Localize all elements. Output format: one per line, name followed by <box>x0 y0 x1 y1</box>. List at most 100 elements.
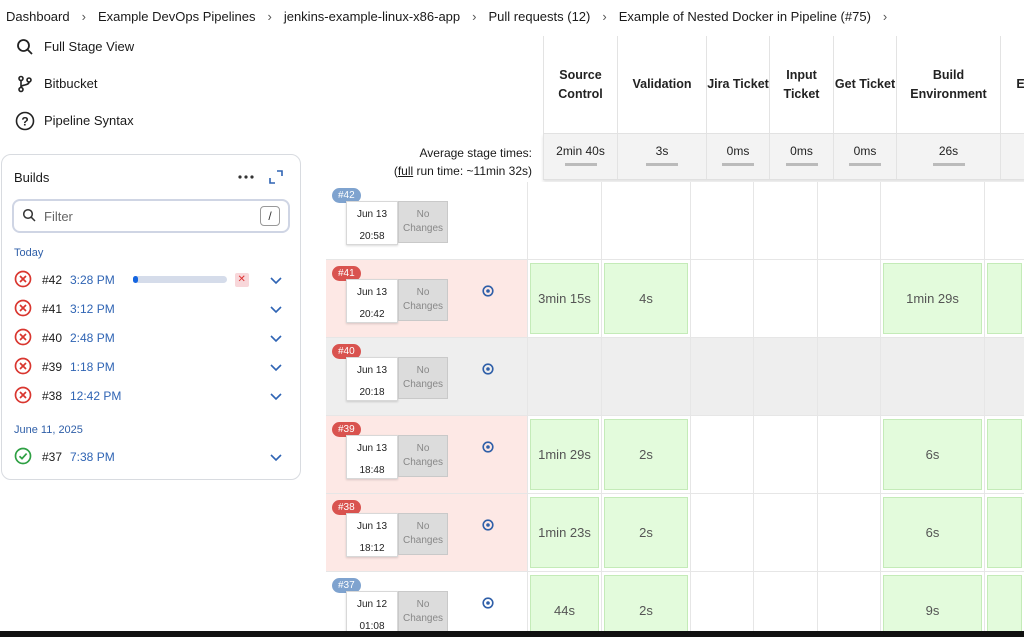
breadcrumb-item[interactable]: jenkins-example-linux-x86-app <box>283 8 461 24</box>
stage-duration[interactable]: 1min 23s <box>530 497 599 568</box>
build-row[interactable]: #41 3:12 PM <box>2 294 300 323</box>
run-date: Jun 12 <box>356 599 388 610</box>
run-details-icon[interactable] <box>482 597 494 609</box>
stop-build-icon[interactable]: ✕ <box>234 272 249 287</box>
stage-column-header: E <box>1000 36 1024 133</box>
stage-duration[interactable]: 2s <box>604 575 688 637</box>
stage-duration[interactable]: 3min 15s <box>530 263 599 334</box>
filter-input[interactable] <box>44 208 260 224</box>
stage-cell <box>984 338 1024 415</box>
stage-average-time: 0ms <box>853 144 877 158</box>
build-time[interactable]: 2:48 PM <box>70 330 115 345</box>
stage-cell[interactable]: 44s <box>527 572 601 637</box>
nav-bitbucket[interactable]: Bitbucket <box>0 65 310 102</box>
stage-duration[interactable]: 2s <box>604 497 688 568</box>
chevron-down-icon[interactable] <box>270 450 284 464</box>
run-label: #40 Jun 13 20:18 No Changes <box>326 338 527 415</box>
stage-cell[interactable]: 1min 29s <box>527 416 601 493</box>
chevron-down-icon[interactable] <box>270 389 284 403</box>
success-icon <box>14 447 34 467</box>
stage-duration[interactable] <box>987 497 1022 568</box>
stage-duration[interactable]: 6s <box>883 419 982 490</box>
build-row[interactable]: #39 1:18 PM <box>2 352 300 381</box>
expand-icon[interactable] <box>264 165 288 189</box>
build-time[interactable]: 12:42 PM <box>70 388 122 403</box>
chevron-down-icon[interactable] <box>270 331 284 345</box>
stage-cell[interactable]: 9s <box>880 572 984 637</box>
run-date-card: Jun 13 20:18 <box>346 357 398 401</box>
stage-column-header: Source Control <box>543 36 617 133</box>
no-changes-box: No Changes <box>398 591 448 633</box>
stage-cell[interactable]: 6s <box>880 416 984 493</box>
breadcrumb-item[interactable]: Example of Nested Docker in Pipeline (#7… <box>618 8 871 24</box>
build-number[interactable]: #39 <box>42 359 63 374</box>
stage-duration[interactable]: 6s <box>883 497 982 568</box>
build-row[interactable]: #38 12:42 PM <box>2 381 300 410</box>
build-row[interactable]: #37 7:38 PM <box>2 442 300 471</box>
stage-cell[interactable]: 1min 29s <box>880 260 984 337</box>
stage-cell[interactable]: 2s <box>601 572 690 637</box>
breadcrumb-item[interactable]: Example DevOps Pipelines <box>97 8 256 24</box>
run-details-icon[interactable] <box>482 285 494 297</box>
stage-duration[interactable] <box>987 263 1022 334</box>
build-number[interactable]: #42 <box>42 272 63 287</box>
stage-cell[interactable]: 2s <box>601 416 690 493</box>
stage-duration[interactable]: 2s <box>604 419 688 490</box>
run-details-icon[interactable] <box>482 519 494 531</box>
stage-duration[interactable]: 1min 29s <box>883 263 982 334</box>
stage-cell[interactable]: 3min 15s <box>527 260 601 337</box>
stage-cell[interactable]: 4s <box>601 260 690 337</box>
build-row[interactable]: #42 3:28 PM ✕ <box>2 265 300 294</box>
stage-duration[interactable]: 9s <box>883 575 982 637</box>
stage-duration[interactable] <box>987 575 1022 637</box>
nav-pipeline-syntax[interactable]: ? Pipeline Syntax <box>0 102 310 139</box>
build-time[interactable]: 7:38 PM <box>70 449 115 464</box>
build-number[interactable]: #37 <box>42 449 63 464</box>
build-row[interactable]: #40 2:48 PM <box>2 323 300 352</box>
breadcrumb-item[interactable]: Dashboard <box>6 8 70 24</box>
build-time[interactable]: 1:18 PM <box>70 359 115 374</box>
run-details-icon[interactable] <box>482 363 494 375</box>
stage-duration[interactable]: 4s <box>604 263 688 334</box>
stage-cell[interactable]: 2s <box>601 494 690 571</box>
stage-average-time: 2min 40s <box>556 144 605 158</box>
builds-panel: Builds / Today #42 3:28 PM ✕ #41 3:12 PM #40 2:… <box>1 154 301 480</box>
run-time: 01:08 <box>359 621 385 632</box>
svg-text:?: ? <box>21 114 28 128</box>
stage-cell <box>753 260 817 337</box>
failed-icon <box>14 270 34 290</box>
full-run-time-link[interactable]: full <box>397 164 414 178</box>
build-badge[interactable]: #40 <box>332 344 361 359</box>
stage-duration[interactable] <box>987 419 1022 490</box>
filter-field[interactable]: / <box>12 199 290 233</box>
build-badge[interactable]: #38 <box>332 500 361 515</box>
more-options-icon[interactable] <box>234 165 258 189</box>
run-details-icon[interactable] <box>482 441 494 453</box>
stage-cell[interactable]: 1min 23s <box>527 494 601 571</box>
nav-full-stage-view[interactable]: Full Stage View <box>0 28 310 65</box>
stage-cell <box>817 416 880 493</box>
build-badge[interactable]: #41 <box>332 266 361 281</box>
stage-duration[interactable]: 44s <box>530 575 599 637</box>
build-time[interactable]: 3:12 PM <box>70 301 115 316</box>
chevron-down-icon[interactable] <box>270 302 284 316</box>
stage-cell <box>753 338 817 415</box>
stage-cell <box>984 260 1024 337</box>
build-badge[interactable]: #42 <box>332 188 361 203</box>
build-number[interactable]: #40 <box>42 330 63 345</box>
run-time: 18:12 <box>359 543 385 554</box>
stage-cell[interactable]: 6s <box>880 494 984 571</box>
run-time: 20:18 <box>359 387 385 398</box>
build-number[interactable]: #38 <box>42 388 63 403</box>
chevron-right-icon: › <box>882 8 888 24</box>
chevron-down-icon[interactable] <box>270 273 284 287</box>
build-badge[interactable]: #37 <box>332 578 361 593</box>
stage-average-time: 26s <box>938 144 959 158</box>
stage-duration[interactable]: 1min 29s <box>530 419 599 490</box>
build-badge[interactable]: #39 <box>332 422 361 437</box>
chevron-down-icon[interactable] <box>270 360 284 374</box>
stage-cell <box>880 338 984 415</box>
breadcrumb-item[interactable]: Pull requests (12) <box>488 8 591 24</box>
build-number[interactable]: #41 <box>42 301 63 316</box>
build-time[interactable]: 3:28 PM <box>70 272 115 287</box>
